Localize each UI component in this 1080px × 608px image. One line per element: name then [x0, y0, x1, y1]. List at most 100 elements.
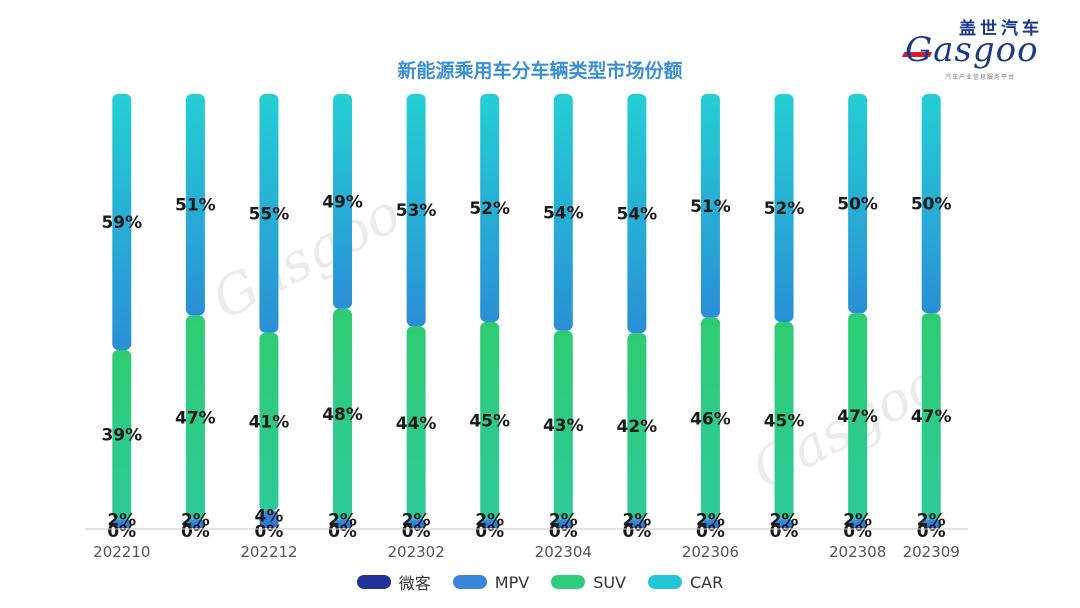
data-label-SUV-202304: 43%: [543, 416, 584, 436]
legend-item-SUV: SUV: [551, 570, 626, 594]
chart-title: 新能源乘用车分车辆类型市场份额: [397, 60, 683, 82]
data-label-SUV-202308: 47%: [837, 407, 878, 427]
data-label-MPV-202211: 2%: [181, 511, 210, 531]
legend-swatch: [648, 575, 682, 589]
bar-MPV-202305: [627, 519, 647, 528]
data-label-CAR-202211: 51%: [175, 196, 216, 216]
data-label-CAR-202212: 55%: [249, 204, 290, 224]
data-label-SUV-202211: 47%: [175, 408, 216, 428]
data-label-MPV-202306: 2%: [696, 511, 725, 531]
bar-SUV-202303: [480, 321, 500, 520]
bar-CAR-202306: [700, 94, 720, 318]
legend-item-微客: 微客: [356, 570, 431, 594]
bar-CAR-202302: [406, 94, 426, 327]
x-tick-label: 202304: [535, 543, 592, 560]
legend-label: MPV: [494, 572, 530, 592]
data-label-SUV-202303: 45%: [469, 412, 510, 432]
data-label-SUV-202309: 47%: [911, 407, 952, 427]
x-tick-label: 202210: [93, 543, 150, 560]
bar-SUV-202308: [848, 313, 868, 520]
x-tick-label: 202306: [682, 543, 739, 560]
legend-swatch: [452, 575, 487, 589]
data-label-微客-202305: 0%: [622, 522, 651, 542]
data-label-SUV-202306: 46%: [690, 409, 731, 429]
bar-SUV-202212: [259, 332, 279, 511]
logo-subtitle: 汽车产业信息服务平台: [945, 74, 1016, 81]
labels-layer: 0%2%39%59%0%2%47%51%0%4%41%55%0%2%48%49%…: [101, 192, 951, 542]
bar-CAR-202304: [553, 94, 573, 331]
bar-CAR-202305: [627, 94, 647, 334]
bar-MPV-202308: [848, 519, 868, 528]
bar-SUV-202211: [185, 315, 205, 520]
data-label-微客-202301: 0%: [328, 522, 357, 542]
bar-SUV-202309: [921, 313, 941, 520]
data-label-MPV-202308: 2%: [843, 511, 872, 531]
bar-SUV-202302: [406, 326, 426, 520]
bar-MPV-202301: [333, 519, 353, 528]
data-label-微客-202302: 0%: [402, 522, 431, 542]
legend-label: CAR: [690, 572, 724, 592]
legend-item-MPV: MPV: [452, 570, 530, 594]
bar-CAR-202210: [112, 94, 132, 351]
data-label-SUV-202305: 42%: [617, 417, 658, 437]
bar-MPV-202210: [112, 519, 132, 528]
bar-SUV-202210: [112, 350, 132, 520]
legend-label: SUV: [593, 572, 626, 592]
data-label-微客-202210: 0%: [107, 522, 136, 542]
bar-SUV-202304: [553, 330, 573, 520]
stacked-bar-chart: 0%2%39%59%0%2%47%51%0%4%41%55%0%2%48%49%…: [85, 94, 968, 560]
data-label-CAR-202303: 52%: [469, 199, 510, 219]
bars-layer: [112, 94, 941, 528]
bar-CAR-202307: [774, 94, 794, 322]
bar-MPV-202303: [480, 519, 500, 528]
bar-CAR-202212: [259, 94, 279, 333]
data-label-SUV-202212: 41%: [249, 413, 290, 433]
legend: 微客 MPV SUV CAR: [0, 570, 1080, 594]
legend-swatch: [551, 575, 586, 589]
bar-MPV-202302: [406, 519, 426, 528]
x-tick-label: 202309: [903, 543, 960, 560]
x-tick-label: 202302: [387, 543, 444, 560]
bar-MPV-202212: [259, 510, 279, 528]
bar-SUV-202301: [333, 308, 353, 520]
data-label-MPV-202302: 2%: [402, 511, 431, 531]
bar-MPV-202211: [185, 519, 205, 528]
data-label-微客-202211: 0%: [181, 522, 210, 542]
bar-MPV-202309: [921, 519, 941, 528]
x-tick-label: 202212: [240, 543, 297, 560]
data-label-MPV-202305: 2%: [622, 511, 651, 531]
data-label-CAR-202304: 54%: [543, 203, 584, 223]
data-label-微客-202304: 0%: [549, 522, 578, 542]
data-label-SUV-202307: 45%: [764, 412, 805, 432]
data-label-MPV-202304: 2%: [549, 511, 578, 531]
legend-swatch: [356, 575, 391, 589]
bar-SUV-202306: [700, 317, 720, 520]
data-label-MPV-202210: 2%: [107, 511, 136, 531]
data-label-CAR-202302: 53%: [396, 201, 437, 221]
data-label-微客-202309: 0%: [917, 522, 946, 542]
bar-SUV-202305: [627, 333, 647, 520]
bar-MPV-202307: [774, 519, 794, 528]
data-label-CAR-202301: 49%: [322, 192, 363, 212]
bar-SUV-202307: [774, 321, 794, 520]
bar-CAR-202211: [185, 94, 205, 316]
data-label-SUV-202301: 48%: [322, 405, 363, 425]
data-label-MPV-202303: 2%: [475, 511, 504, 531]
data-label-CAR-202306: 51%: [690, 197, 731, 217]
data-label-SUV-202302: 44%: [396, 414, 437, 434]
data-label-CAR-202305: 54%: [617, 205, 658, 225]
bar-CAR-202303: [480, 94, 500, 322]
gasgoo-logo: 盖世汽车 Gasgoo 汽车产业信息服务平台: [901, 14, 1065, 82]
data-label-MPV-202309: 2%: [917, 511, 946, 531]
logo-en-text: Gasgoo: [905, 30, 1039, 70]
data-label-MPV-202307: 2%: [770, 511, 799, 531]
data-label-微客-202306: 0%: [696, 522, 725, 542]
data-label-MPV-202301: 2%: [328, 511, 357, 531]
data-label-微客-202212: 0%: [255, 522, 284, 542]
x-tick-labels: 202210 202212 202302 202304 202306 202308 2023…: [93, 543, 960, 560]
legend-label: 微客: [398, 574, 431, 593]
bar-MPV-202304: [553, 519, 573, 528]
data-label-CAR-202210: 59%: [101, 213, 142, 233]
logo-cn-text: 盖世汽车: [959, 19, 1043, 39]
data-label-SUV-202210: 39%: [101, 426, 142, 446]
